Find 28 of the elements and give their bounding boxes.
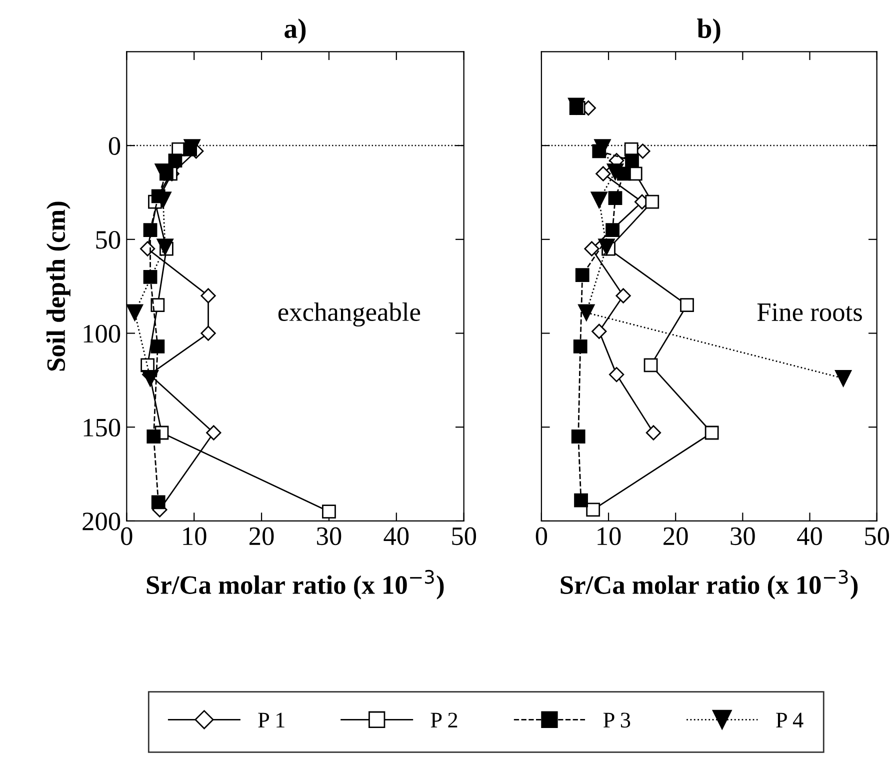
legend-label: P 1	[258, 712, 284, 728]
x-tick-label: 10	[183, 527, 206, 546]
chart-title: a)	[284, 18, 306, 44]
x-tick-label: 30	[317, 527, 342, 546]
x-tick-label: 0	[121, 527, 132, 546]
x-tick-label: 40	[384, 527, 409, 546]
y-axis-title: Soil depth (cm)	[46, 202, 70, 371]
y-tick-label: 100	[84, 324, 120, 343]
y-tick-label: 0	[108, 137, 120, 155]
chart-title: b)	[697, 18, 720, 44]
x-tick-label: 0	[536, 527, 548, 546]
annotation: exchangeable	[278, 302, 420, 326]
x-axis-title: Sr/Ca molar ratio (x 10$^{−3}$)	[560, 570, 858, 600]
legend-label: P 3	[603, 712, 630, 728]
x-tick-label: 30	[730, 527, 755, 546]
x-tick-label: 20	[250, 527, 274, 546]
x-tick-label: 50	[865, 527, 890, 546]
y-tick-label: 150	[84, 418, 120, 437]
x-tick-label: 10	[598, 527, 621, 546]
annotation: Fine roots	[757, 303, 862, 322]
x-axis-title: Sr/Ca molar ratio (x 10$^{−3}$)	[146, 570, 444, 600]
x-tick-label: 40	[797, 527, 822, 546]
legend-label: P 4	[776, 712, 804, 728]
y-tick-label: 50	[96, 231, 120, 249]
x-tick-label: 50	[452, 527, 476, 546]
x-tick-label: 20	[664, 527, 688, 546]
y-tick-label: 200	[82, 512, 120, 530]
legend-label: P 2	[430, 712, 458, 728]
